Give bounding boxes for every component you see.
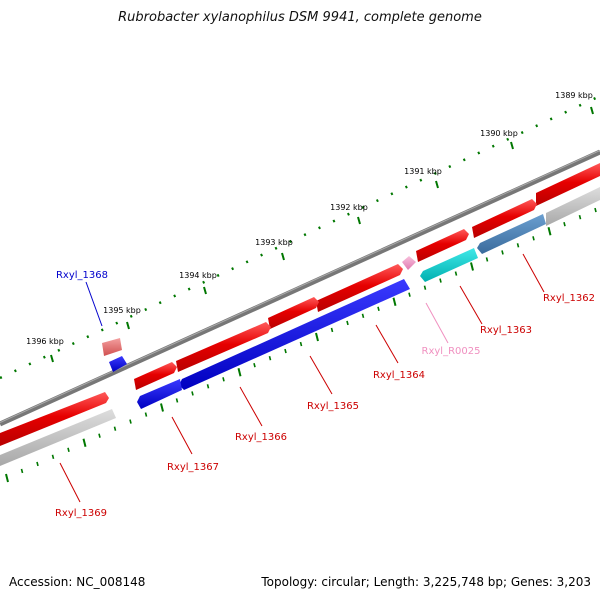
inner-tick — [113, 426, 117, 431]
inner-tick — [237, 368, 242, 377]
inner-ticks — [5, 207, 597, 483]
gene-labels: Rxyl_1362 Rxyl_1363 Rxyl_R0025 Rxyl_1364 Rxy… — [55, 270, 595, 519]
inner-tick — [377, 306, 380, 311]
inner-tick — [315, 332, 319, 342]
ruler-label: 1392 kbp — [330, 203, 368, 212]
inner-tick — [532, 236, 535, 241]
ruler-major-tick — [357, 216, 361, 225]
inner-tick — [423, 285, 427, 290]
gene-label[interactable]: Rxyl_1367 — [167, 462, 219, 473]
inner-tick — [392, 297, 397, 306]
gene-Rxyl_1368 — [109, 356, 127, 372]
inner-tick — [175, 398, 179, 403]
backbone — [0, 149, 600, 427]
gene-pink-marker — [402, 256, 416, 270]
ruler-major-tick — [435, 180, 439, 189]
gene-steel — [477, 214, 546, 254]
genome-title: Rubrobacter xylanophilus DSM 9941, compl… — [118, 10, 482, 25]
gene-label[interactable]: Rxyl_1363 — [480, 325, 532, 336]
gene-Rxyl_1367 — [134, 362, 177, 390]
ruler-major-tick — [203, 286, 207, 295]
gene-label[interactable]: Rxyl_R0025 — [422, 346, 481, 357]
gene-Rxyl_1369 — [0, 392, 109, 446]
inner-tick — [51, 454, 55, 460]
small-features — [102, 256, 416, 372]
grey-bar-left — [0, 409, 116, 466]
ruler-ticks — [50, 106, 594, 363]
ruler-major-tick — [50, 354, 54, 363]
inner-tick — [67, 447, 70, 452]
inner-tick — [36, 461, 39, 467]
gene-Rxyl_1366-left — [137, 379, 182, 409]
gene-label[interactable]: Rxyl_1368 — [56, 270, 108, 281]
inner-tick — [501, 250, 504, 255]
inner-tick — [268, 355, 272, 361]
ruler-label: 1391 kbp — [404, 167, 442, 176]
ruler-label: 1395 kbp — [103, 306, 141, 315]
ruler-major-tick — [126, 321, 130, 330]
gene-Rxyl_1362 — [536, 163, 600, 206]
gene-label[interactable]: Rxyl_1364 — [373, 370, 425, 381]
forward-features — [0, 163, 600, 446]
inner-tick — [330, 327, 334, 333]
inner-tick — [361, 313, 365, 319]
gene-Rxyl_1364 — [416, 229, 469, 262]
leader-lines — [59, 253, 545, 503]
inner-tick — [284, 348, 287, 354]
gene-Rxyl_1365b — [268, 297, 319, 329]
inner-tick — [454, 271, 458, 276]
inner-tick — [82, 438, 87, 447]
inner-tick — [222, 377, 225, 382]
ruler-major-tick — [281, 252, 285, 261]
topology: Topology: circular; Length: 3,225,748 bp… — [261, 575, 591, 589]
accession: Accession: NC_008148 — [9, 575, 146, 589]
reverse-features — [0, 187, 600, 466]
inner-tick — [408, 292, 411, 297]
backbone-highlight — [0, 150, 600, 423]
inner-tick — [578, 214, 582, 220]
inner-tick — [516, 243, 520, 248]
inner-tick — [439, 278, 442, 283]
ruler-label: 1393 kbp — [255, 238, 293, 247]
inner-tick — [5, 473, 9, 483]
inner-tick — [98, 433, 101, 438]
inner-tick — [160, 403, 164, 412]
gene-label[interactable]: Rxyl_1365 — [307, 401, 359, 412]
gene-label[interactable]: Rxyl_1366 — [235, 432, 287, 443]
gene-Rxyl_R0025 — [420, 248, 478, 282]
ruler-label: 1396 kbp — [26, 337, 64, 346]
ruler-major-tick — [510, 141, 514, 150]
inner-tick — [485, 257, 489, 262]
inner-tick — [206, 384, 210, 389]
inner-tick — [470, 262, 474, 271]
gene-Rxyl_1366-fw — [176, 322, 271, 372]
inner-tick — [563, 222, 566, 227]
inner-tick — [191, 391, 194, 396]
inner-tick — [129, 419, 132, 424]
gene-Rxyl_1365 — [316, 264, 403, 312]
inner-tick — [547, 227, 552, 236]
ruler-label: 1394 kbp — [179, 271, 217, 280]
ruler-labels: 1389 kbp 1390 kbp 1391 kbp 1392 kbp 1393 kbp… — [26, 91, 593, 346]
gene-label[interactable]: Rxyl_1369 — [55, 508, 107, 519]
inner-tick — [20, 468, 24, 474]
inner-tick — [346, 320, 349, 326]
gene-label[interactable]: Rxyl_1362 — [543, 293, 595, 304]
inner-tick — [299, 341, 303, 347]
gene-Rxyl_1368-pseudo — [102, 338, 122, 356]
gene-Rxyl_1366 — [179, 279, 410, 390]
inner-tick — [253, 363, 256, 368]
ruler-label: 1389 kbp — [555, 91, 593, 100]
inner-tick — [594, 207, 597, 213]
gene-Rxyl_1363 — [472, 199, 537, 238]
ruler-label: 1390 kbp — [480, 129, 518, 138]
inner-tick — [144, 412, 148, 417]
grey-bar-right — [546, 187, 600, 226]
ruler-major-tick — [590, 106, 594, 115]
